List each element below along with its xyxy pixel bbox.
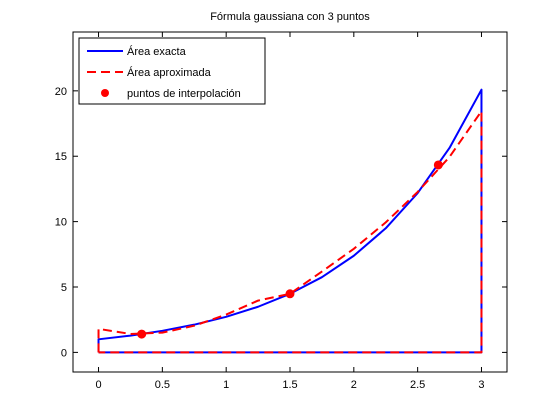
y-tick-label: 20	[55, 86, 67, 98]
x-tick-label: 2.5	[410, 379, 425, 391]
y-tick-label: 10	[55, 217, 67, 229]
series-2-point-0	[137, 329, 147, 339]
x-tick-label: 0	[95, 379, 101, 391]
x-axis: 0 0.5 1 1.5 2 2.5 3	[95, 32, 485, 391]
y-tick-label: 15	[55, 151, 67, 163]
x-tick-label: 2	[351, 379, 357, 391]
series-2-point-2	[433, 160, 443, 170]
legend: Área exacta Área aproximada puntos de in…	[78, 37, 266, 105]
legend-label-area-aproximada: Área aproximada	[127, 66, 212, 79]
y-tick-label: 5	[61, 282, 67, 294]
x-tick-label: 0.5	[155, 379, 170, 391]
legend-swatch-puntos-interpolacion	[101, 89, 109, 97]
x-tick-label: 3	[478, 379, 484, 391]
x-tick-label: 1.5	[282, 379, 297, 391]
series-2-point-1	[285, 289, 295, 299]
legend-label-area-exacta: Área exacta	[127, 45, 187, 58]
chart-title: Fórmula gaussiana con 3 puntos	[210, 11, 370, 23]
legend-label-puntos-interpolacion: puntos de interpolación	[127, 88, 241, 100]
y-tick-label: 0	[61, 347, 67, 359]
series-layer	[97, 88, 483, 354]
series-1-line	[97, 110, 483, 354]
y-axis: 0 5 10 15 20	[55, 86, 507, 359]
x-tick-label: 1	[223, 379, 229, 391]
